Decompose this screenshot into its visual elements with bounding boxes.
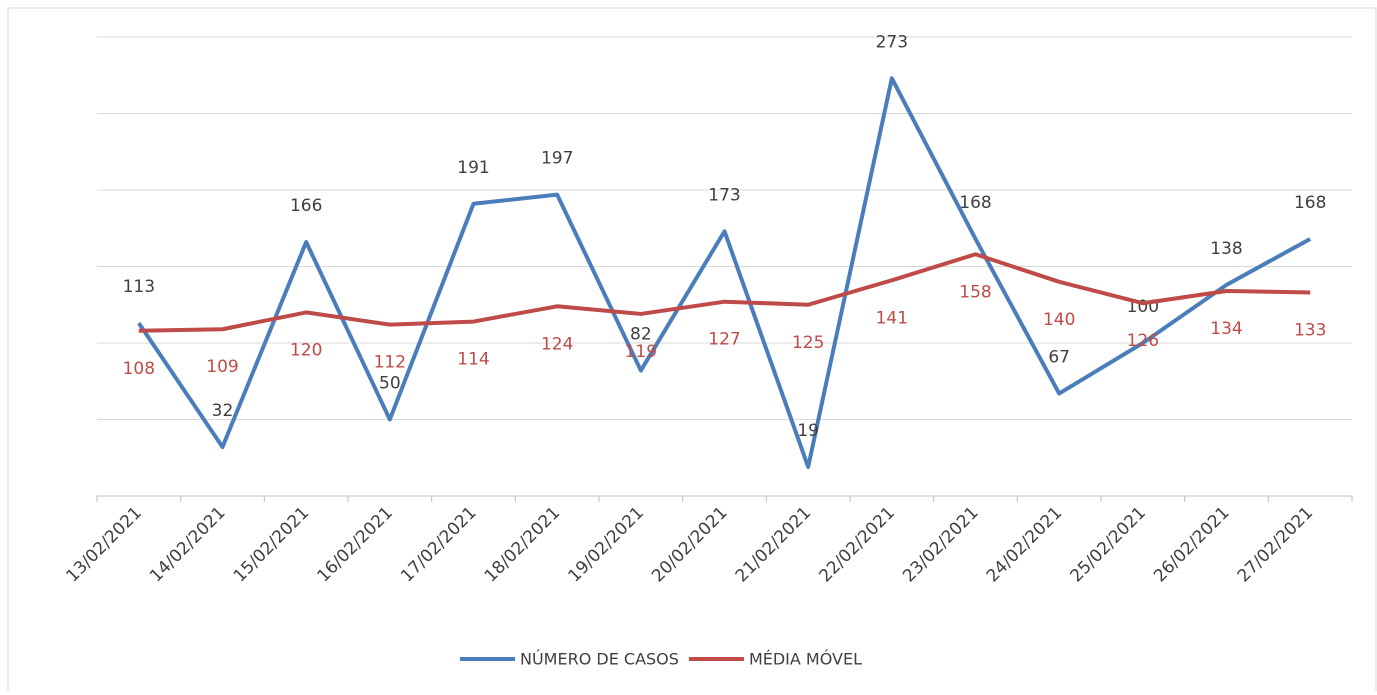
x-tick-label: 27/02/2021 bbox=[1234, 503, 1317, 586]
x-tick-label: 15/02/2021 bbox=[230, 503, 313, 586]
data-label: 50 bbox=[379, 374, 401, 394]
data-label: 127 bbox=[708, 330, 740, 350]
data-label: 133 bbox=[1294, 321, 1326, 341]
x-tick-label: 21/02/2021 bbox=[732, 503, 815, 586]
legend-label: NÚMERO DE CASOS bbox=[520, 650, 679, 669]
data-label: 120 bbox=[290, 340, 322, 360]
x-tick-label: 22/02/2021 bbox=[815, 503, 898, 586]
data-label: 82 bbox=[630, 325, 652, 345]
data-label: 112 bbox=[374, 353, 406, 373]
x-tick-label: 23/02/2021 bbox=[899, 503, 982, 586]
series-line bbox=[137, 76, 1312, 469]
x-tick-label: 19/02/2021 bbox=[564, 503, 647, 586]
data-label: 173 bbox=[708, 185, 740, 205]
data-label: 166 bbox=[290, 196, 322, 216]
data-label: 168 bbox=[1294, 193, 1326, 213]
series-line bbox=[138, 252, 1311, 333]
legend-label: MÉDIA MÓVEL bbox=[749, 650, 862, 669]
data-label: 67 bbox=[1048, 347, 1070, 367]
data-label: 134 bbox=[1210, 319, 1242, 339]
data-label: 109 bbox=[206, 357, 238, 377]
data-label: 140 bbox=[1043, 310, 1075, 330]
data-label: 113 bbox=[123, 277, 155, 297]
x-tick-label: 18/02/2021 bbox=[481, 503, 564, 586]
x-tick-label: 26/02/2021 bbox=[1150, 503, 1233, 586]
x-tick-label: 17/02/2021 bbox=[397, 503, 480, 586]
data-label: 191 bbox=[457, 158, 489, 178]
data-label: 126 bbox=[1127, 331, 1159, 351]
data-label: 158 bbox=[959, 282, 991, 302]
x-tick-label: 16/02/2021 bbox=[313, 503, 396, 586]
x-tick-label: 20/02/2021 bbox=[648, 503, 731, 586]
data-label: 119 bbox=[625, 342, 657, 362]
data-label: 141 bbox=[876, 308, 908, 328]
x-tick-label: 13/02/2021 bbox=[62, 503, 145, 586]
data-label: 32 bbox=[212, 401, 234, 421]
chart-border bbox=[7, 7, 1377, 695]
data-label: 108 bbox=[123, 359, 155, 379]
x-tick-label: 25/02/2021 bbox=[1066, 503, 1149, 586]
x-tick-label: 24/02/2021 bbox=[983, 503, 1066, 586]
data-label: 114 bbox=[457, 350, 489, 370]
data-label: 273 bbox=[876, 32, 908, 52]
x-tick-label: 14/02/2021 bbox=[146, 503, 229, 586]
data-label: 125 bbox=[792, 333, 824, 353]
data-label: 124 bbox=[541, 334, 573, 354]
data-label: 168 bbox=[959, 193, 991, 213]
data-label: 19 bbox=[797, 421, 819, 441]
data-label: 197 bbox=[541, 149, 573, 169]
data-label: 138 bbox=[1210, 239, 1242, 259]
